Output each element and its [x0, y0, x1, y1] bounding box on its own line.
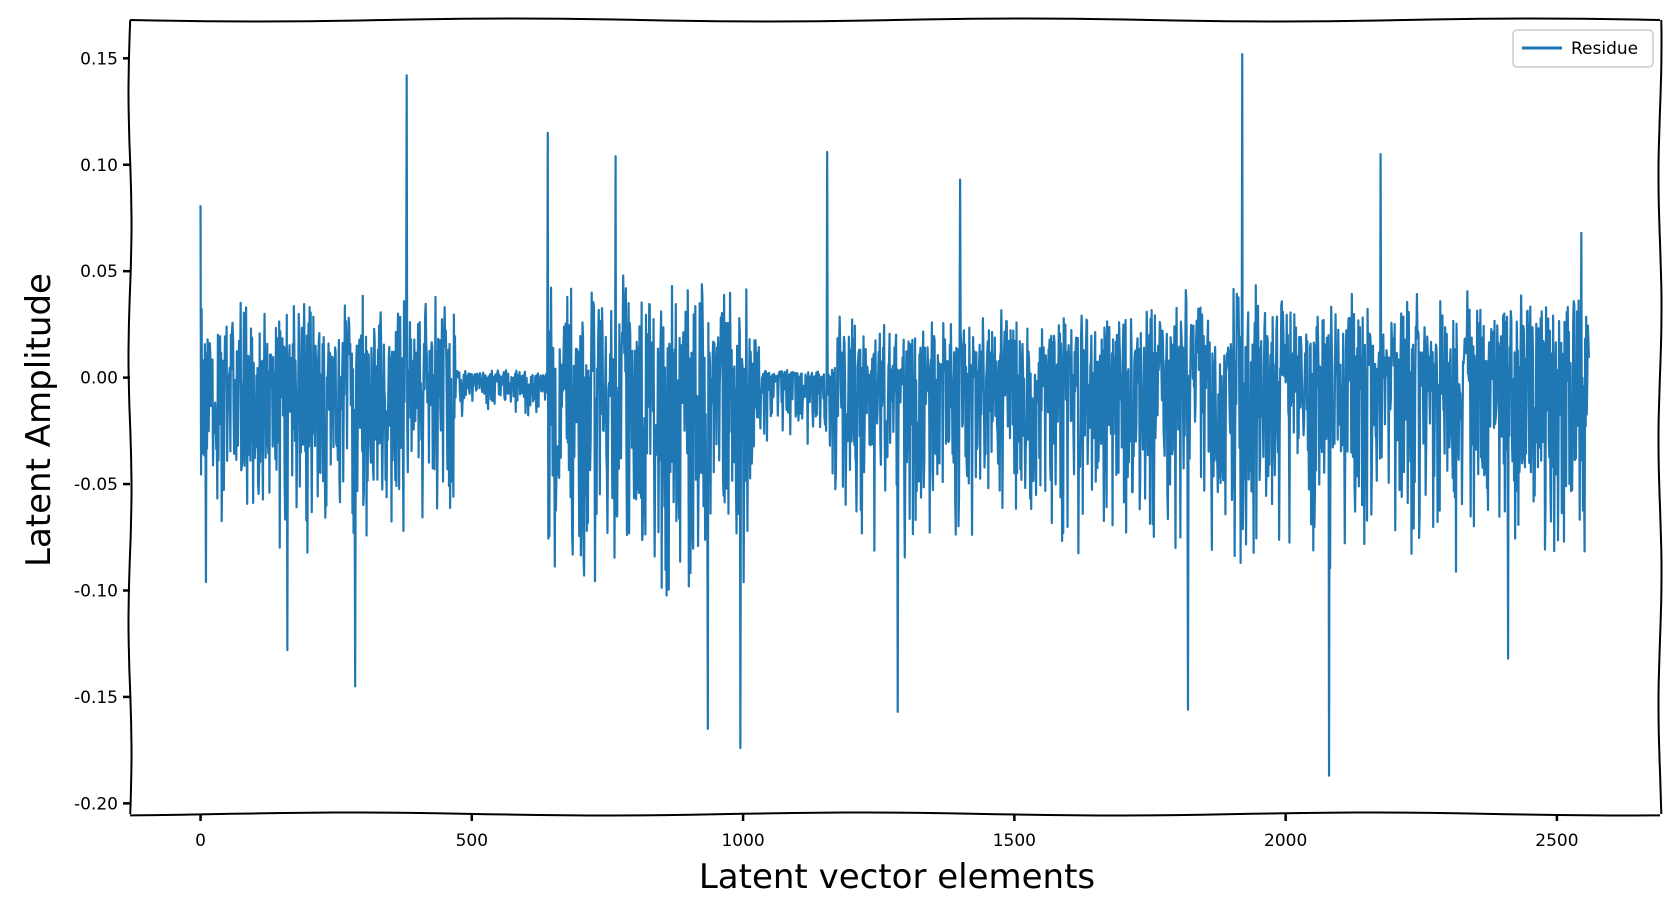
y-tick-label: 0.05	[80, 262, 118, 282]
series-line-residue	[199, 52, 1591, 777]
y-tick-label: 0.15	[80, 49, 118, 69]
x-tick-label: 500	[456, 831, 488, 851]
y-tick-label: -0.15	[74, 688, 118, 708]
y-tick-label: -0.10	[74, 581, 118, 601]
series-layer	[199, 52, 1591, 777]
x-axis-label: Latent vector elements	[699, 857, 1095, 897]
ticks-layer: 0 500 1000 1500 2000 2500 0.15 0.10 0.05 0.00 -0.0…	[74, 49, 1579, 851]
y-tick-label: 0.10	[80, 156, 118, 176]
y-tick-label: -0.05	[74, 475, 118, 495]
x-tick-label: 1000	[721, 831, 764, 851]
legend-box	[1512, 29, 1654, 68]
y-axis-label: Latent Amplitude	[19, 273, 59, 567]
x-tick-label: 0	[195, 831, 206, 851]
x-tick-label: 2000	[1264, 831, 1307, 851]
y-tick-label: -0.20	[74, 794, 118, 814]
legend: Residue	[1512, 29, 1654, 68]
plot-frame	[127, 17, 1663, 817]
x-tick-label: 2500	[1535, 831, 1578, 851]
legend-label-residue: Residue	[1571, 39, 1638, 59]
y-tick-label: 0.00	[80, 369, 118, 389]
x-tick-label: 1500	[993, 831, 1036, 851]
